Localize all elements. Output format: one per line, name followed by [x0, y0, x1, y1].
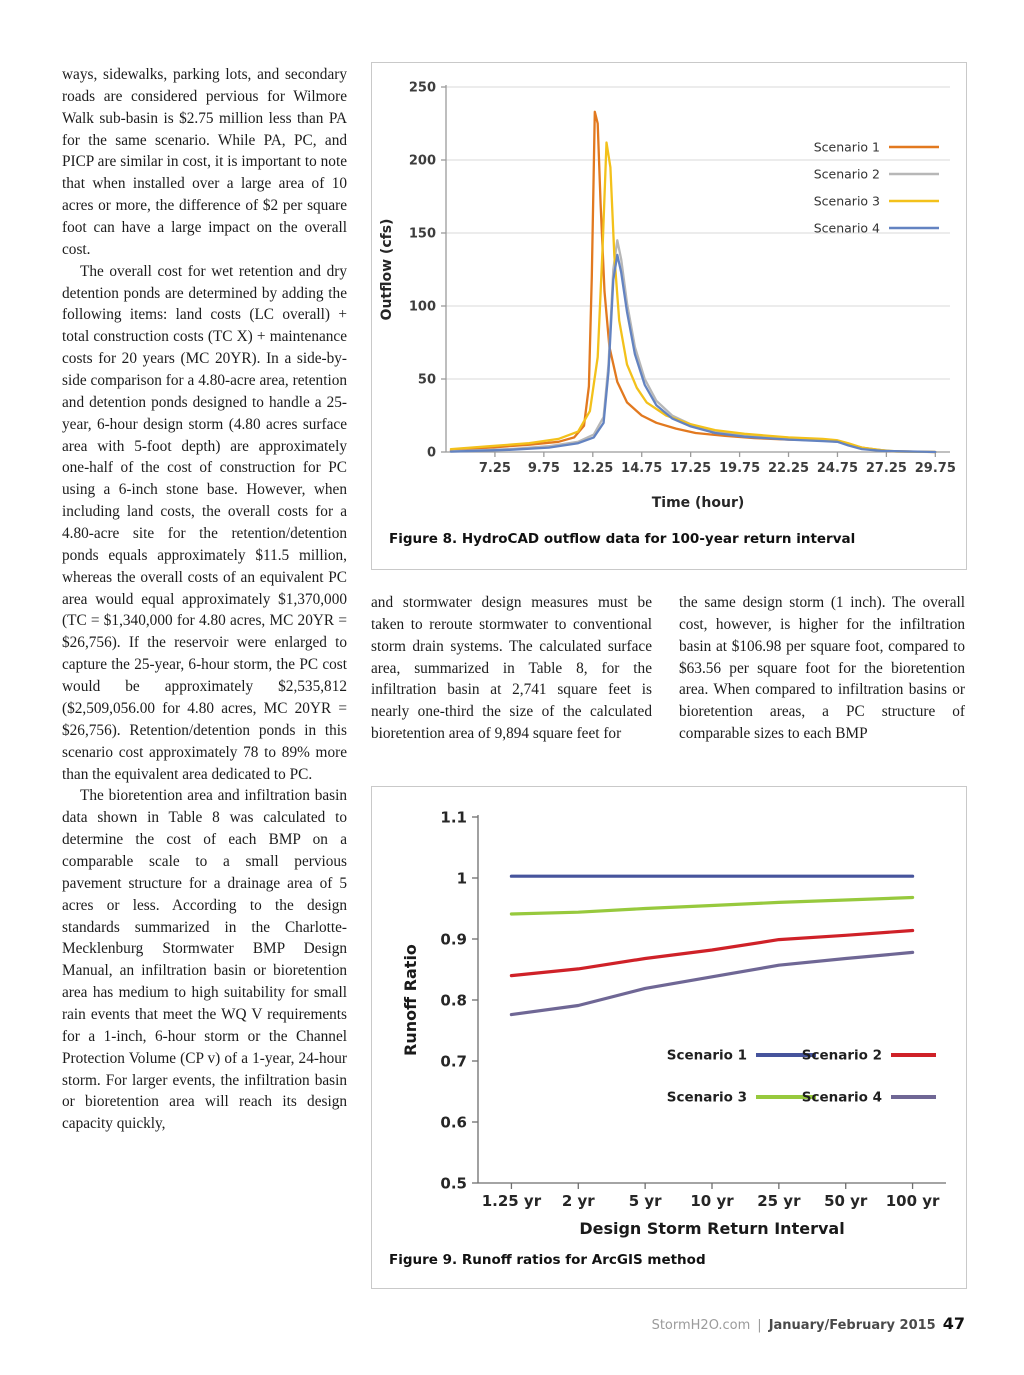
paragraph: ways, sidewalks, parking lots, and secon…: [62, 66, 347, 258]
fig9-runoff-ratio-chart: 0.5 0.6 0.7 0.8 0.9 1 1.1 1.25 yr 2 yr 5 yr 10 yr 2…: [372, 787, 966, 1244]
y-tick-label: 0.7: [440, 1052, 467, 1070]
series-scenario-2: [449, 239, 937, 454]
fig9-caption: Figure 9. Runoff ratios for ArcGIS metho…: [389, 1252, 706, 1268]
legend-label: Scenario 2: [814, 166, 880, 181]
x-tick-label: 27.25: [866, 461, 907, 476]
article-column-right: the same design storm (1 inch). The over…: [679, 592, 965, 745]
fig8-caption: Figure 8. HydroCAD outflow data for 100-…: [389, 531, 856, 547]
legend-label: Scenario 3: [667, 1090, 747, 1106]
fig9-chart-svg: 0.5 0.6 0.7 0.8 0.9 1 1.1 1.25 yr 2 yr 5 yr 10 yr 2…: [401, 808, 946, 1238]
figure-9: 0.5 0.6 0.7 0.8 0.9 1 1.1 1.25 yr 2 yr 5 yr 10 yr 2…: [371, 786, 967, 1289]
x-tick-label: 14.75: [621, 461, 662, 476]
x-tick-label: 50 yr: [824, 1192, 868, 1210]
x-tick-label: 9.75: [528, 461, 560, 476]
y-tick-label: 1: [457, 869, 467, 887]
y-tick-label: 50: [418, 373, 436, 388]
fig8-outflow-chart: 0 50 100 150 200 250 7.25 9.75 12.25 14.75 17.25 19…: [372, 63, 966, 523]
footer-page-number: 47: [942, 1314, 965, 1333]
y-tick-label: 100: [409, 300, 436, 315]
x-tick-label: 12.25: [572, 461, 613, 476]
y-tick-label: 150: [409, 227, 436, 242]
paragraph: and stormwater design measures must be t…: [371, 594, 652, 743]
y-tick-label: 0.9: [440, 930, 467, 948]
legend-label: Scenario 3: [814, 193, 880, 208]
x-axis-title: Design Storm Return Interval: [579, 1219, 844, 1238]
y-tick-label: 1.1: [440, 808, 467, 826]
x-tick-label: 1.25 yr: [482, 1192, 542, 1210]
series-scenario-4: [509, 950, 915, 1017]
y-axis-title: Outflow (cfs): [379, 219, 395, 321]
x-tick-label: 2 yr: [562, 1192, 595, 1210]
x-axis-title: Time (hour): [652, 495, 745, 511]
legend-label: Scenario 4: [802, 1090, 882, 1106]
x-tick-label: 17.25: [670, 461, 711, 476]
y-tick-label: 0: [427, 446, 436, 461]
x-tick-label: 100 yr: [886, 1192, 940, 1210]
paragraph: The overall cost for wet retention and d…: [62, 262, 347, 783]
figure-8: 0 50 100 150 200 250 7.25 9.75 12.25 14.75 17.25 19…: [371, 62, 967, 570]
series-scenario-3: [509, 895, 915, 916]
legend-label: Scenario 4: [814, 220, 880, 235]
series-scenario-3: [449, 141, 937, 454]
y-tick-label: 200: [409, 154, 436, 169]
x-tick-label: 25 yr: [757, 1192, 801, 1210]
x-tick-label: 10 yr: [690, 1192, 734, 1210]
series-scenario-1: [449, 110, 937, 454]
footer-issue: January/February 2015: [768, 1318, 936, 1333]
footer-site: StormH2O.com: [651, 1318, 751, 1333]
x-tick-label: 29.75: [915, 461, 956, 476]
footer-separator: |: [757, 1318, 762, 1333]
fig8-chart-svg: 0 50 100 150 200 250 7.25 9.75 12.25 14.75 17.25 19…: [379, 81, 956, 511]
paragraph: the same design storm (1 inch). The over…: [679, 594, 965, 743]
x-tick-label: 22.25: [768, 461, 809, 476]
y-tick-label: 250: [409, 81, 436, 96]
paragraph: The bioretention area and infiltration b…: [62, 787, 347, 1133]
legend-label: Scenario 1: [667, 1048, 747, 1064]
x-tick-label: 7.25: [479, 461, 511, 476]
y-tick-label: 0.5: [440, 1174, 467, 1192]
y-tick-label: 0.8: [440, 991, 467, 1009]
article-column-middle: and stormwater design measures must be t…: [371, 592, 652, 745]
article-column-left: ways, sidewalks, parking lots, and secon…: [62, 64, 347, 1135]
page-footer: StormH2O.com | January/February 2015 47: [652, 1314, 965, 1333]
legend-label: Scenario 2: [802, 1048, 882, 1064]
series-scenario-2: [509, 928, 915, 978]
y-tick-label: 0.6: [440, 1113, 467, 1131]
x-tick-label: 19.75: [719, 461, 760, 476]
x-tick-label: 24.75: [817, 461, 858, 476]
legend-label: Scenario 1: [814, 139, 880, 154]
x-tick-label: 5 yr: [629, 1192, 662, 1210]
y-axis-title: Runoff Ratio: [401, 944, 420, 1056]
series-scenario-4: [449, 253, 937, 454]
